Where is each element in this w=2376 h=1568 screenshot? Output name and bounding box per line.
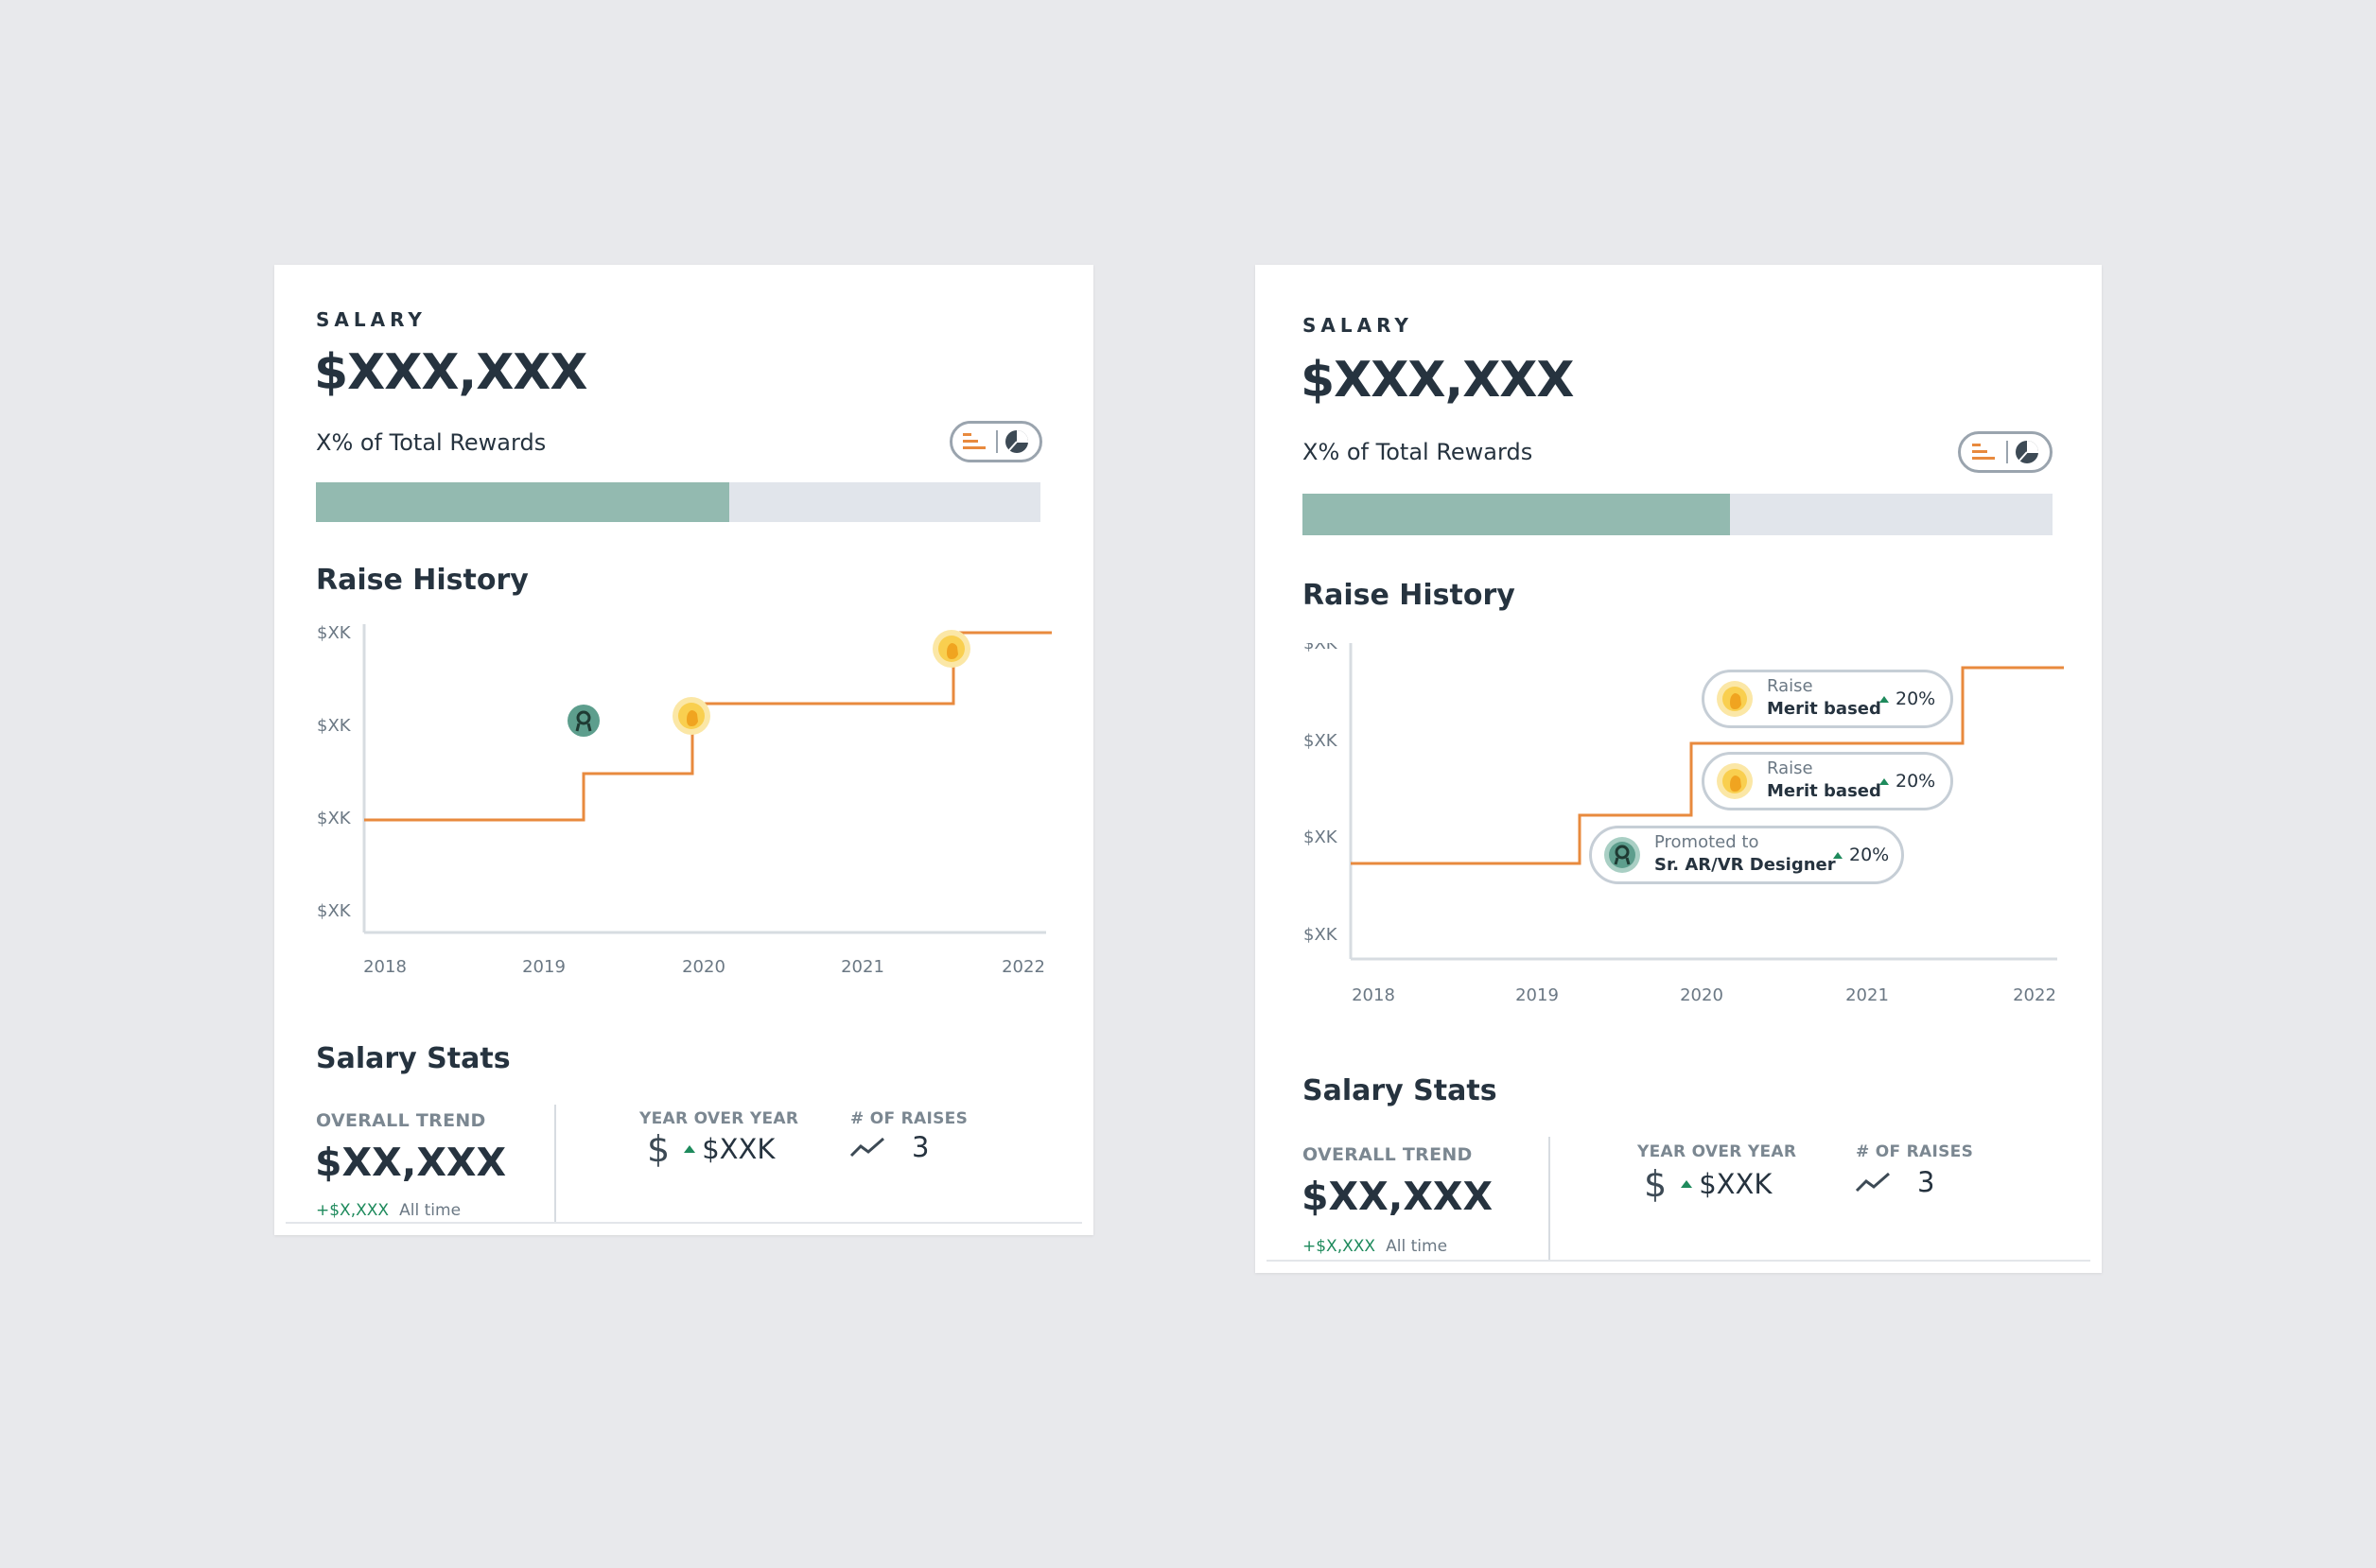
chart-view-toggle[interactable] xyxy=(950,421,1042,462)
x-tick-label: 2021 xyxy=(1845,985,1889,1005)
raise-history-title: Raise History xyxy=(316,564,529,597)
x-tick-label: 2021 xyxy=(841,957,884,977)
overall-trend-value: $XX,XXX xyxy=(1302,1174,1494,1219)
overall-trend-label: OVERALL TREND xyxy=(1302,1144,1473,1165)
caret-up-icon xyxy=(684,1145,696,1153)
salary-step-line xyxy=(1351,666,2064,865)
x-tick-label: 2018 xyxy=(363,957,407,977)
rewards-progress-fill xyxy=(316,482,729,522)
y-tick-label: $XK xyxy=(317,809,352,828)
yoy-value: $XXK xyxy=(1699,1168,1773,1200)
raise-badge xyxy=(1717,681,1753,717)
bar-chart-icon[interactable] xyxy=(1972,444,1995,460)
hand-icon xyxy=(1730,775,1741,792)
y-tick-label: $XK xyxy=(317,901,352,921)
caret-up-icon xyxy=(1681,1180,1693,1188)
x-tick-label: 2019 xyxy=(1515,985,1559,1005)
overall-period: All time xyxy=(1386,1237,1448,1256)
hand-icon xyxy=(947,643,958,659)
trend-line-icon xyxy=(849,1137,884,1158)
caret-up-icon xyxy=(1833,851,1843,859)
raises-count-value: 3 xyxy=(912,1131,930,1163)
stats-divider xyxy=(1548,1137,1550,1260)
caret-up-icon xyxy=(1879,777,1889,785)
salary-card-2: SALARY $XXX,XXX X% of Total Rewards Rais… xyxy=(1255,265,2102,1273)
raise-history-chart: $XK $XK $XK $XK 2018 2019 2020 2021 2022 xyxy=(1303,643,2064,1005)
raise-event-pill[interactable]: Raise Merit based 20% xyxy=(1702,670,1953,728)
salary-amount: $XXX,XXX xyxy=(314,344,587,401)
event-detail: Sr. AR/VR Designer xyxy=(1654,855,1836,875)
promotion-badge[interactable] xyxy=(568,705,600,737)
ribbon-icon xyxy=(575,710,592,732)
salary-card-1: SALARY $XXX,XXX X% of Total Rewards Rais… xyxy=(274,265,1093,1235)
event-type: Promoted to xyxy=(1654,832,1759,852)
raise-event-pill[interactable]: Raise Merit based 20% xyxy=(1702,752,1953,810)
rewards-progress-fill xyxy=(1302,494,1730,535)
raises-count-value: 3 xyxy=(1917,1166,1935,1198)
y-tick-label: $XK xyxy=(317,716,352,736)
rewards-progress-bar xyxy=(316,482,1040,522)
event-pct: 20% xyxy=(1896,688,1936,709)
raise-badge xyxy=(1717,763,1753,799)
yoy-value: $XXK xyxy=(702,1133,776,1165)
chart-view-toggle[interactable] xyxy=(1958,431,2053,473)
stats-bottom-rule xyxy=(286,1222,1082,1224)
dollar-icon: $ xyxy=(647,1128,671,1170)
x-tick-label: 2018 xyxy=(1352,985,1395,1005)
trend-line-icon xyxy=(1855,1172,1890,1193)
overall-trend-value: $XX,XXX xyxy=(315,1140,507,1185)
overall-delta: +$X,XXX xyxy=(316,1201,390,1220)
raise-history-chart: $XK $XK $XK $XK 2018 2019 2020 2021 2022 xyxy=(317,624,1052,977)
hand-icon xyxy=(1730,693,1741,709)
raises-count-label: # OF RAISES xyxy=(1856,1142,1974,1161)
pie-chart-icon[interactable] xyxy=(2016,441,2038,463)
raise-history-title: Raise History xyxy=(1302,579,1515,612)
salary-stats-title: Salary Stats xyxy=(316,1042,511,1075)
salary-label: SALARY xyxy=(1302,314,1413,337)
pie-chart-icon[interactable] xyxy=(1005,430,1028,453)
y-tick-label: $XK xyxy=(1303,643,1338,653)
yoy-label: YEAR OVER YEAR xyxy=(639,1109,799,1128)
promotion-badge xyxy=(1604,837,1640,873)
x-tick-label: 2022 xyxy=(2013,985,2056,1005)
ribbon-icon xyxy=(1614,845,1631,865)
x-tick-label: 2020 xyxy=(1680,985,1723,1005)
salary-amount: $XXX,XXX xyxy=(1301,352,1574,409)
overall-period: All time xyxy=(399,1201,462,1220)
caret-up-icon xyxy=(1879,695,1889,703)
event-detail: Merit based xyxy=(1767,781,1881,801)
rewards-percentage-text: X% of Total Rewards xyxy=(316,429,547,456)
x-tick-label: 2020 xyxy=(682,957,725,977)
event-detail: Merit based xyxy=(1767,699,1881,719)
stats-divider xyxy=(554,1105,556,1224)
event-type: Raise xyxy=(1767,758,1813,778)
event-pct: 20% xyxy=(1896,771,1936,792)
event-pct: 20% xyxy=(1849,845,1890,865)
rewards-percentage-text: X% of Total Rewards xyxy=(1302,439,1533,465)
overall-trend-label: OVERALL TREND xyxy=(316,1110,486,1131)
salary-label: SALARY xyxy=(316,308,427,331)
dollar-icon: $ xyxy=(1644,1163,1668,1205)
salary-stats-title: Salary Stats xyxy=(1302,1074,1497,1107)
y-tick-label: $XK xyxy=(1303,828,1338,847)
x-tick-label: 2022 xyxy=(1002,957,1045,977)
overall-delta: +$X,XXX xyxy=(1302,1237,1376,1256)
raises-count-label: # OF RAISES xyxy=(850,1109,969,1128)
event-type: Raise xyxy=(1767,676,1813,696)
hand-icon xyxy=(687,710,698,726)
x-tick-label: 2019 xyxy=(522,957,566,977)
raise-badge[interactable] xyxy=(933,630,970,668)
y-tick-label: $XK xyxy=(1303,731,1338,751)
promotion-event-pill[interactable]: Promoted to Sr. AR/VR Designer 20% xyxy=(1589,826,1904,884)
rewards-progress-bar xyxy=(1302,494,2053,535)
bar-chart-icon[interactable] xyxy=(963,433,986,449)
stats-bottom-rule xyxy=(1267,1260,2090,1262)
y-tick-label: $XK xyxy=(1303,925,1338,945)
y-tick-label: $XK xyxy=(317,624,352,643)
yoy-label: YEAR OVER YEAR xyxy=(1637,1142,1797,1161)
raise-badge[interactable] xyxy=(673,697,710,735)
